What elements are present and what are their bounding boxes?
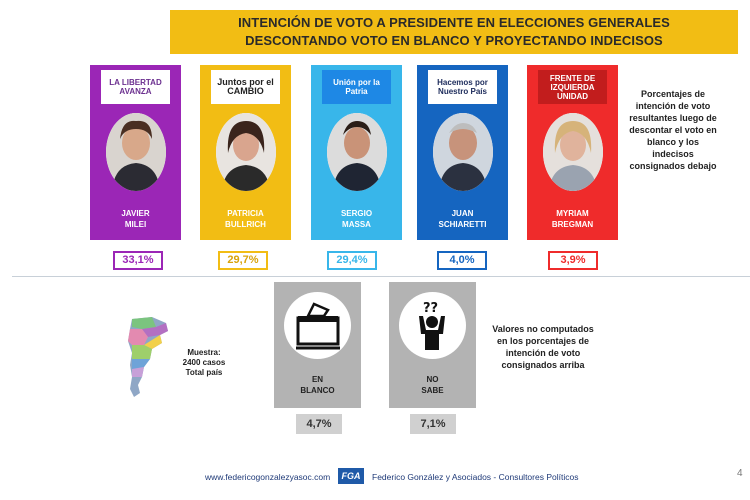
- argentina-map-icon: [122, 315, 172, 400]
- candidate-photo: [433, 113, 493, 191]
- candidate-photo: [327, 113, 387, 191]
- person-portrait-icon: [106, 113, 166, 191]
- candidate-card-schiaretti: Hacemos por Nuestro País JUAN SCHIARETTI: [417, 65, 508, 240]
- party-logo: Unión por la Patria: [322, 70, 391, 104]
- candidate-name: MYRIAM BREGMAN: [551, 209, 594, 229]
- blank-vote-card: EN BLANCO: [274, 282, 361, 408]
- candidate-name: PATRICIA BULLRICH: [225, 209, 266, 229]
- page-number: 4: [737, 468, 743, 479]
- person-portrait-icon: [216, 113, 276, 191]
- blank-vote-label: EN BLANCO: [300, 375, 335, 395]
- excluded-values-note: Valores no computados en los porcentajes…: [492, 324, 594, 370]
- percentage-bullrich: 29,7%: [218, 251, 268, 270]
- title-banner: INTENCIÓN DE VOTO A PRESIDENTE EN ELECCI…: [170, 10, 738, 54]
- percentage-undecided: 7,1%: [410, 414, 456, 434]
- person-portrait-icon: [327, 113, 387, 191]
- title-line-1: INTENCIÓN DE VOTO A PRESIDENTE EN ELECCI…: [238, 15, 670, 30]
- candidate-card-massa: Unión por la Patria SERGIO MASSA: [311, 65, 402, 240]
- svg-text:??: ??: [423, 301, 438, 316]
- person-portrait-icon: [543, 113, 603, 191]
- candidate-name: JAVIER MILEI: [121, 209, 150, 229]
- title-line-2: DESCONTANDO VOTO EN BLANCO Y PROYECTANDO…: [245, 33, 663, 48]
- candidate-name: JUAN SCHIARETTI: [438, 209, 487, 229]
- candidate-name: SERGIO MASSA: [340, 209, 373, 229]
- sample-info: Muestra: 2400 casos Total país: [182, 348, 226, 377]
- candidate-card-milei: LA LIBERTAD AVANZA JAVIER MILEI: [90, 65, 181, 240]
- percentage-schiaretti: 4,0%: [437, 251, 487, 270]
- candidate-photo: [106, 113, 166, 191]
- candidate-photo: [543, 113, 603, 191]
- party-logo: Hacemos por Nuestro País: [428, 70, 497, 104]
- candidate-photo: [216, 113, 276, 191]
- section-divider: [12, 276, 750, 277]
- percentage-bregman: 3,9%: [548, 251, 598, 270]
- percentage-milei: 33,1%: [113, 251, 163, 270]
- undecided-label: NO SABE: [421, 375, 444, 395]
- ballot-box-icon: [284, 292, 351, 359]
- company-logo: FGA: [338, 468, 364, 484]
- candidate-card-bullrich: Juntos por el CAMBIO PATRICIA BULLRICH: [200, 65, 291, 240]
- percentage-massa: 29,4%: [327, 251, 377, 270]
- percentage-blank: 4,7%: [296, 414, 342, 434]
- footer-url-link[interactable]: www.federicogonzalezyasoc.com: [205, 472, 331, 482]
- undecided-card: ?? NO SABE: [389, 282, 476, 408]
- party-logo: Juntos por el CAMBIO: [211, 70, 280, 104]
- party-logo: LA LIBERTAD AVANZA: [101, 70, 170, 104]
- candidate-card-bregman: FRENTE DE IZQUIERDA UNIDAD MYRIAM BREGMA…: [527, 65, 618, 240]
- party-logo: FRENTE DE IZQUIERDA UNIDAD: [538, 70, 607, 104]
- undecided-person-icon: ??: [399, 292, 466, 359]
- footer-company-name: Federico González y Asociados - Consulto…: [372, 472, 579, 482]
- methodology-note: Porcentajes de intención de voto resulta…: [629, 89, 717, 171]
- person-portrait-icon: [433, 113, 493, 191]
